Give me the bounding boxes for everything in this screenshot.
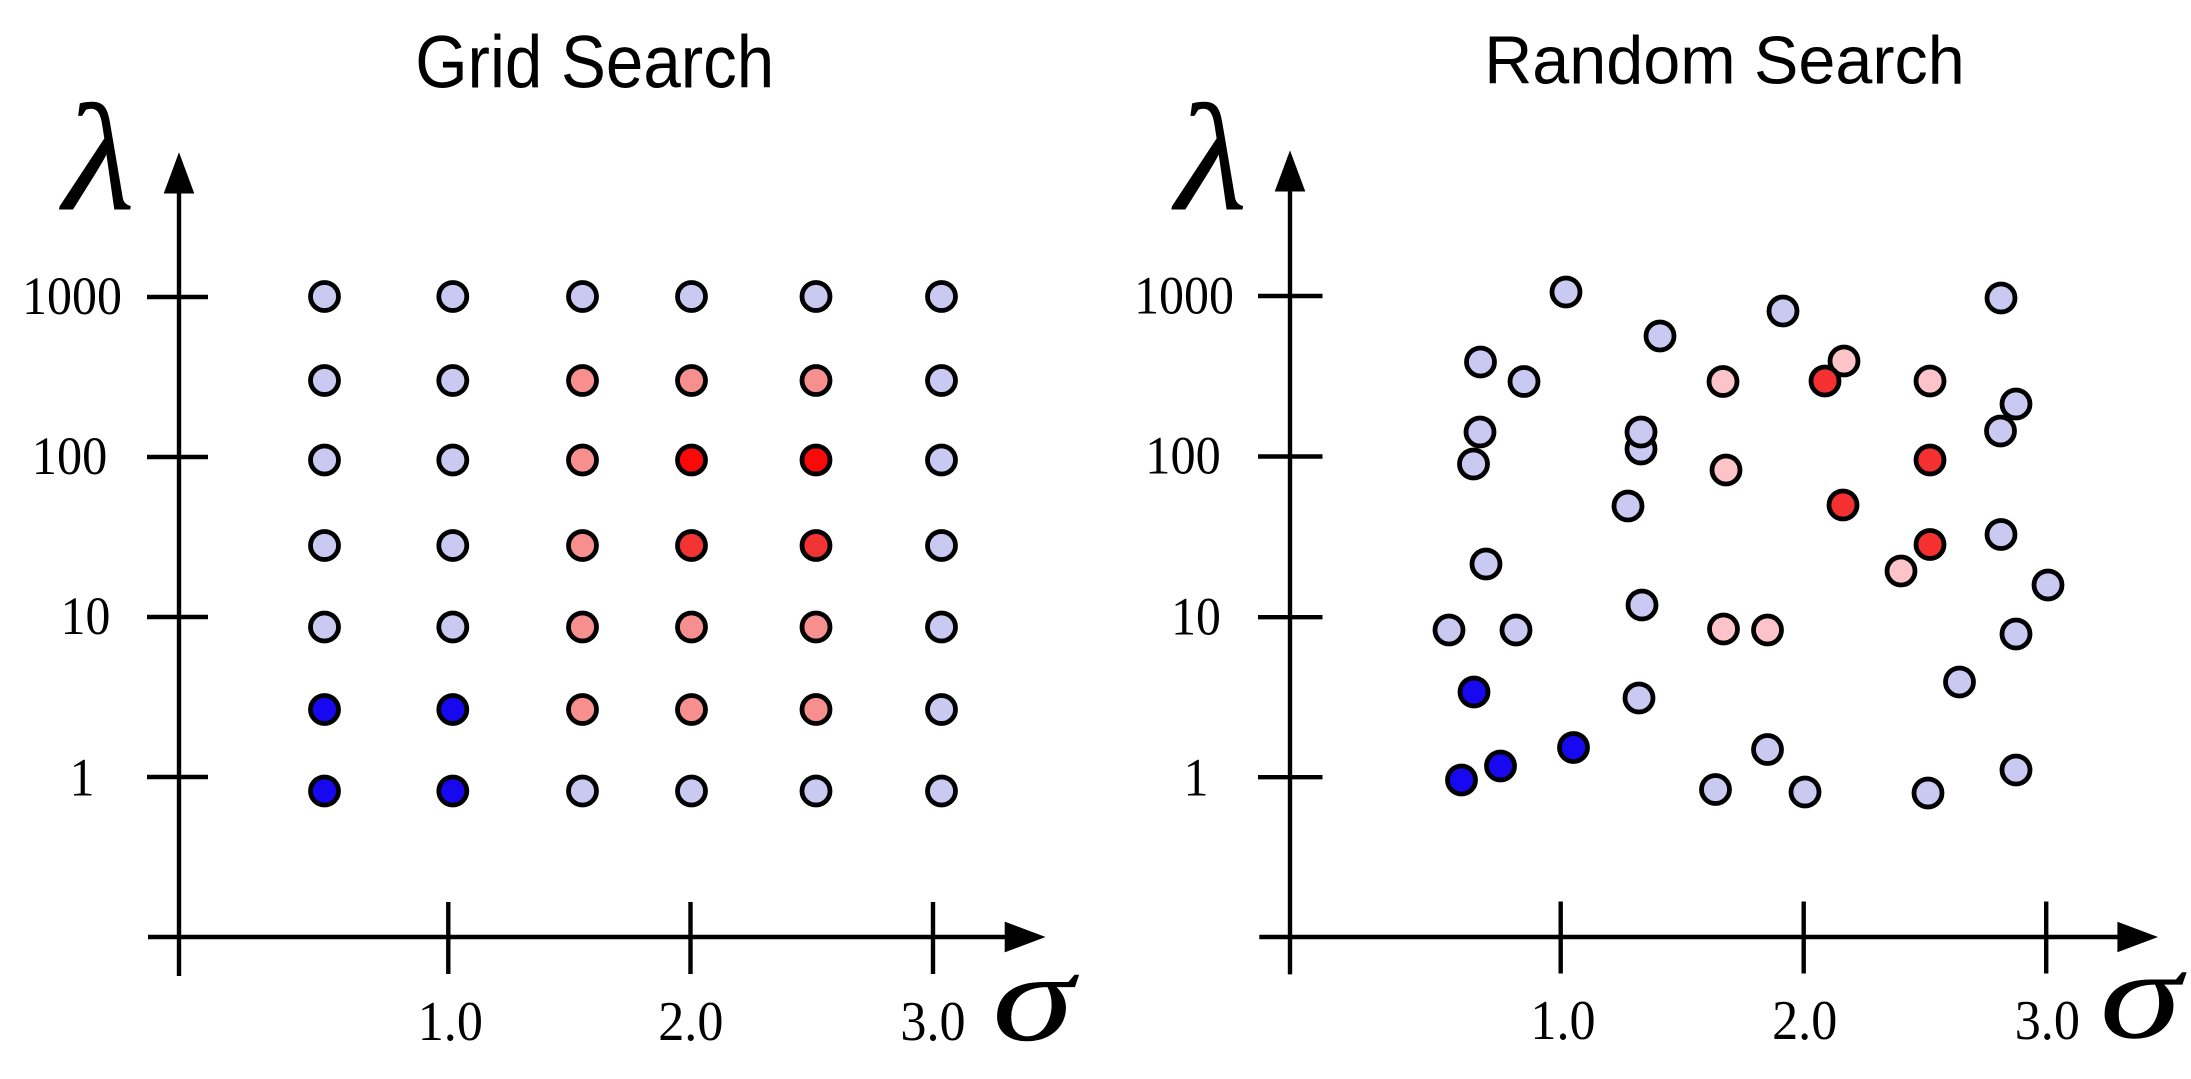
svg-text:σ: σ bbox=[992, 928, 1080, 1068]
svg-text:1: 1 bbox=[1184, 749, 1209, 808]
svg-text:1.0: 1.0 bbox=[1530, 989, 1595, 1051]
svg-text:Random Search: Random Search bbox=[1484, 23, 1965, 99]
svg-text:3.0: 3.0 bbox=[900, 990, 965, 1052]
svg-text:1000: 1000 bbox=[1134, 267, 1234, 326]
svg-text:2.0: 2.0 bbox=[1772, 989, 1837, 1051]
svg-text:λ: λ bbox=[1171, 73, 1247, 243]
svg-text:λ: λ bbox=[59, 73, 135, 243]
svg-text:σ: σ bbox=[2100, 925, 2188, 1065]
svg-text:3.0: 3.0 bbox=[2015, 989, 2080, 1051]
svg-text:10: 10 bbox=[61, 587, 111, 646]
svg-text:1: 1 bbox=[70, 749, 95, 808]
svg-text:1.0: 1.0 bbox=[418, 990, 483, 1052]
svg-text:100: 100 bbox=[32, 428, 107, 487]
svg-text:100: 100 bbox=[1145, 427, 1220, 486]
svg-text:1000: 1000 bbox=[22, 267, 122, 326]
svg-text:2.0: 2.0 bbox=[658, 990, 723, 1052]
svg-text:10: 10 bbox=[1171, 588, 1221, 647]
svg-text:Grid Search: Grid Search bbox=[415, 21, 774, 104]
